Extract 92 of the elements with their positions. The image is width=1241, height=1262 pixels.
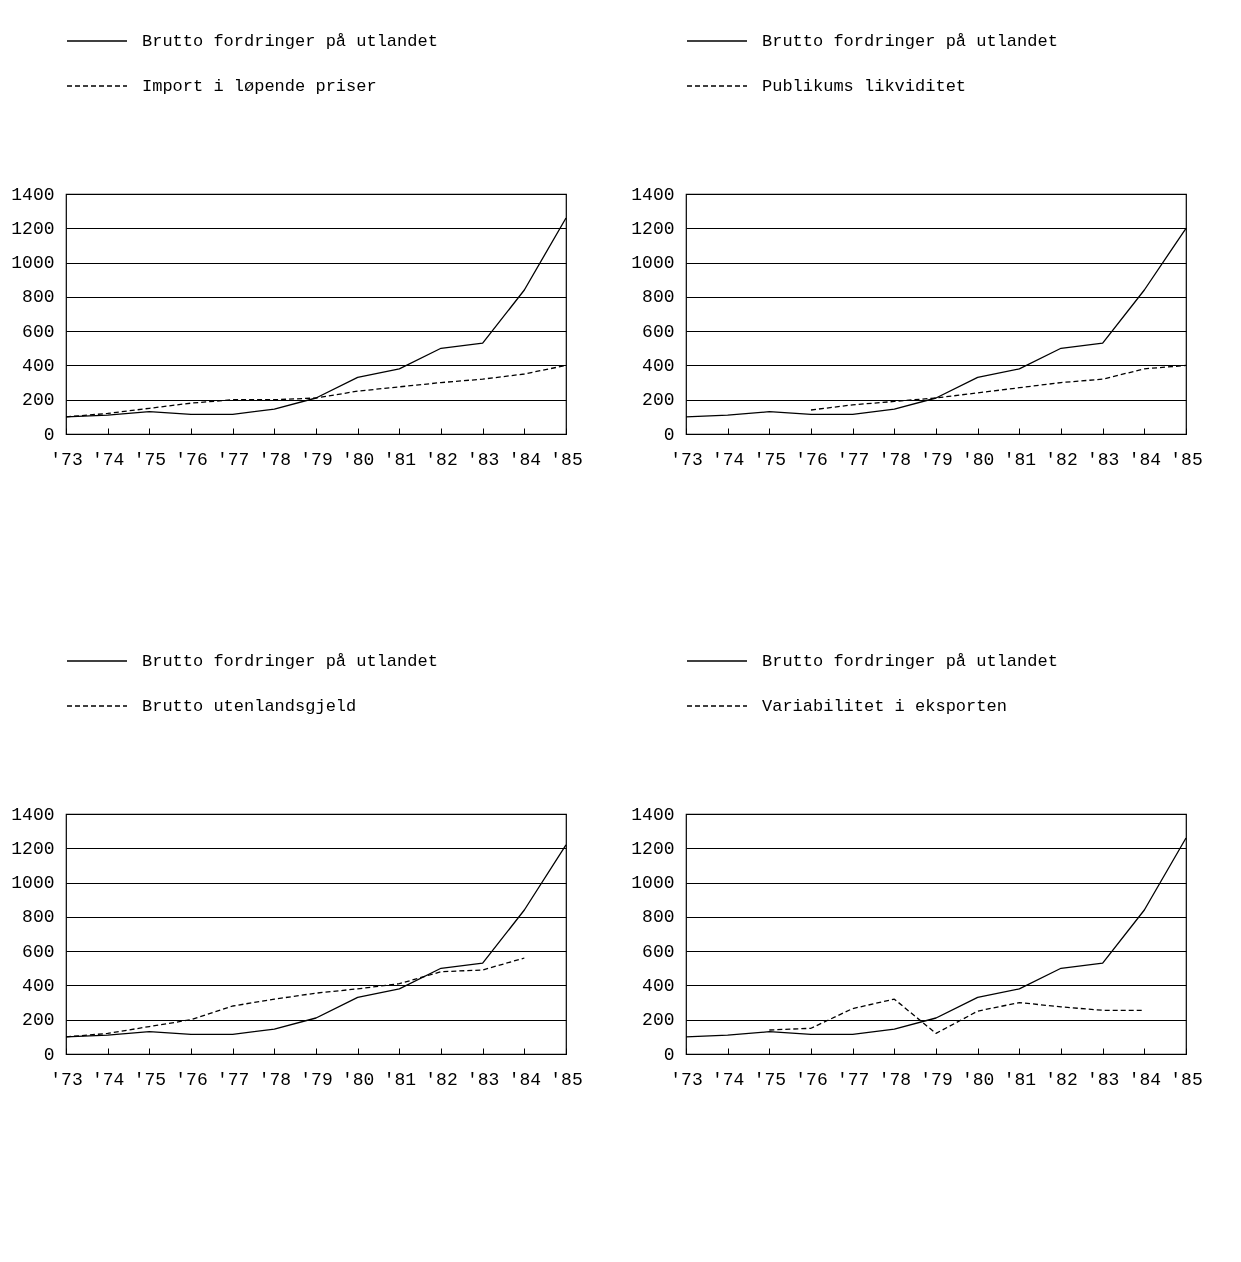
x-tick-label: '73	[50, 449, 83, 470]
x-tick-label: '80	[341, 1069, 375, 1090]
x-tick-label: '74	[711, 449, 745, 470]
y-tick-label: 0	[43, 1044, 55, 1065]
x-tick-label: '83	[466, 449, 500, 470]
y-tick-label: 1200	[631, 838, 675, 859]
x-tick-label: '81	[1003, 449, 1037, 470]
y-tick-label: 600	[22, 941, 55, 962]
y-tick-label: 1000	[11, 253, 55, 274]
x-tick-label: '81	[1003, 1069, 1037, 1090]
y-tick-label: 1400	[631, 184, 675, 205]
x-tick-label: '77	[216, 1069, 250, 1090]
y-tick-label: 200	[22, 390, 55, 411]
legend-label: Brutto utenlandsgjeld	[142, 697, 357, 716]
x-tick-label: '82	[425, 1069, 458, 1090]
y-tick-label: 0	[663, 1044, 675, 1065]
legend-label: Publikums likviditet	[762, 77, 967, 96]
y-tick-label: 400	[642, 355, 675, 376]
y-tick-label: 1000	[11, 873, 55, 894]
legend-label: Import i løpende priser	[142, 77, 377, 96]
x-tick-label: '80	[961, 1069, 995, 1090]
x-tick-label: '84	[1128, 449, 1162, 470]
x-tick-label: '83	[1086, 1069, 1120, 1090]
x-tick-label: '77	[836, 449, 870, 470]
x-tick-label: '81	[383, 449, 417, 470]
x-tick-label: '77	[216, 449, 250, 470]
x-tick-label: '84	[508, 1069, 542, 1090]
x-tick-label: '78	[258, 1069, 292, 1090]
x-tick-label: '84	[1128, 1069, 1162, 1090]
y-tick-label: 1400	[631, 804, 675, 825]
x-tick-label: '85	[1170, 1069, 1203, 1090]
x-tick-label: '82	[425, 449, 458, 470]
y-tick-label: 400	[22, 975, 55, 996]
x-tick-label: '83	[466, 1069, 500, 1090]
y-tick-label: 0	[43, 424, 55, 445]
x-tick-label: '75	[133, 449, 167, 470]
y-tick-label: 400	[22, 355, 55, 376]
y-tick-label: 200	[642, 1010, 675, 1031]
x-tick-label: '76	[795, 449, 828, 470]
x-tick-label: '73	[670, 449, 703, 470]
y-tick-label: 600	[22, 321, 55, 342]
x-tick-label: '74	[91, 1069, 125, 1090]
x-tick-label: '79	[300, 1069, 333, 1090]
y-tick-label: 800	[22, 287, 55, 308]
x-tick-label: '84	[508, 449, 542, 470]
y-tick-label: 800	[22, 907, 55, 928]
x-tick-label: '79	[920, 449, 953, 470]
legend-label: Brutto fordringer på utlandet	[142, 652, 438, 671]
x-tick-label: '76	[175, 449, 208, 470]
x-tick-label: '75	[753, 1069, 787, 1090]
x-tick-label: '82	[1045, 1069, 1078, 1090]
x-tick-label: '75	[753, 449, 787, 470]
x-tick-label: '78	[258, 449, 292, 470]
y-tick-label: 600	[642, 941, 675, 962]
x-tick-label: '79	[920, 1069, 953, 1090]
x-tick-label: '77	[836, 1069, 870, 1090]
y-tick-label: 1400	[11, 184, 55, 205]
y-tick-label: 1400	[11, 804, 55, 825]
x-tick-label: '82	[1045, 449, 1078, 470]
x-tick-label: '73	[670, 1069, 703, 1090]
x-tick-label: '76	[175, 1069, 208, 1090]
x-tick-label: '73	[50, 1069, 83, 1090]
y-tick-label: 400	[642, 975, 675, 996]
x-tick-label: '75	[133, 1069, 167, 1090]
y-tick-label: 800	[642, 287, 675, 308]
y-tick-label: 1200	[11, 218, 55, 239]
y-tick-label: 200	[642, 390, 675, 411]
y-tick-label: 1000	[631, 253, 675, 274]
y-tick-label: 800	[642, 907, 675, 928]
y-tick-label: 1200	[631, 218, 675, 239]
x-tick-label: '74	[711, 1069, 745, 1090]
legend-label: Brutto fordringer på utlandet	[142, 32, 438, 51]
legend-label: Variabilitet i eksporten	[762, 697, 1007, 716]
x-tick-label: '83	[1086, 449, 1120, 470]
legend-label: Brutto fordringer på utlandet	[762, 32, 1058, 51]
x-tick-label: '74	[91, 449, 125, 470]
x-tick-label: '80	[961, 449, 995, 470]
x-tick-label: '85	[550, 449, 583, 470]
x-tick-label: '78	[878, 1069, 912, 1090]
x-tick-label: '85	[550, 1069, 583, 1090]
y-tick-label: 600	[642, 321, 675, 342]
y-tick-label: 200	[22, 1010, 55, 1031]
x-tick-label: '80	[341, 449, 375, 470]
x-tick-label: '81	[383, 1069, 417, 1090]
legend-label: Brutto fordringer på utlandet	[762, 652, 1058, 671]
x-tick-label: '76	[795, 1069, 828, 1090]
y-tick-label: 1000	[631, 873, 675, 894]
y-tick-label: 1200	[11, 838, 55, 859]
x-tick-label: '78	[878, 449, 912, 470]
x-tick-label: '79	[300, 449, 333, 470]
x-tick-label: '85	[1170, 449, 1203, 470]
y-tick-label: 0	[663, 424, 675, 445]
